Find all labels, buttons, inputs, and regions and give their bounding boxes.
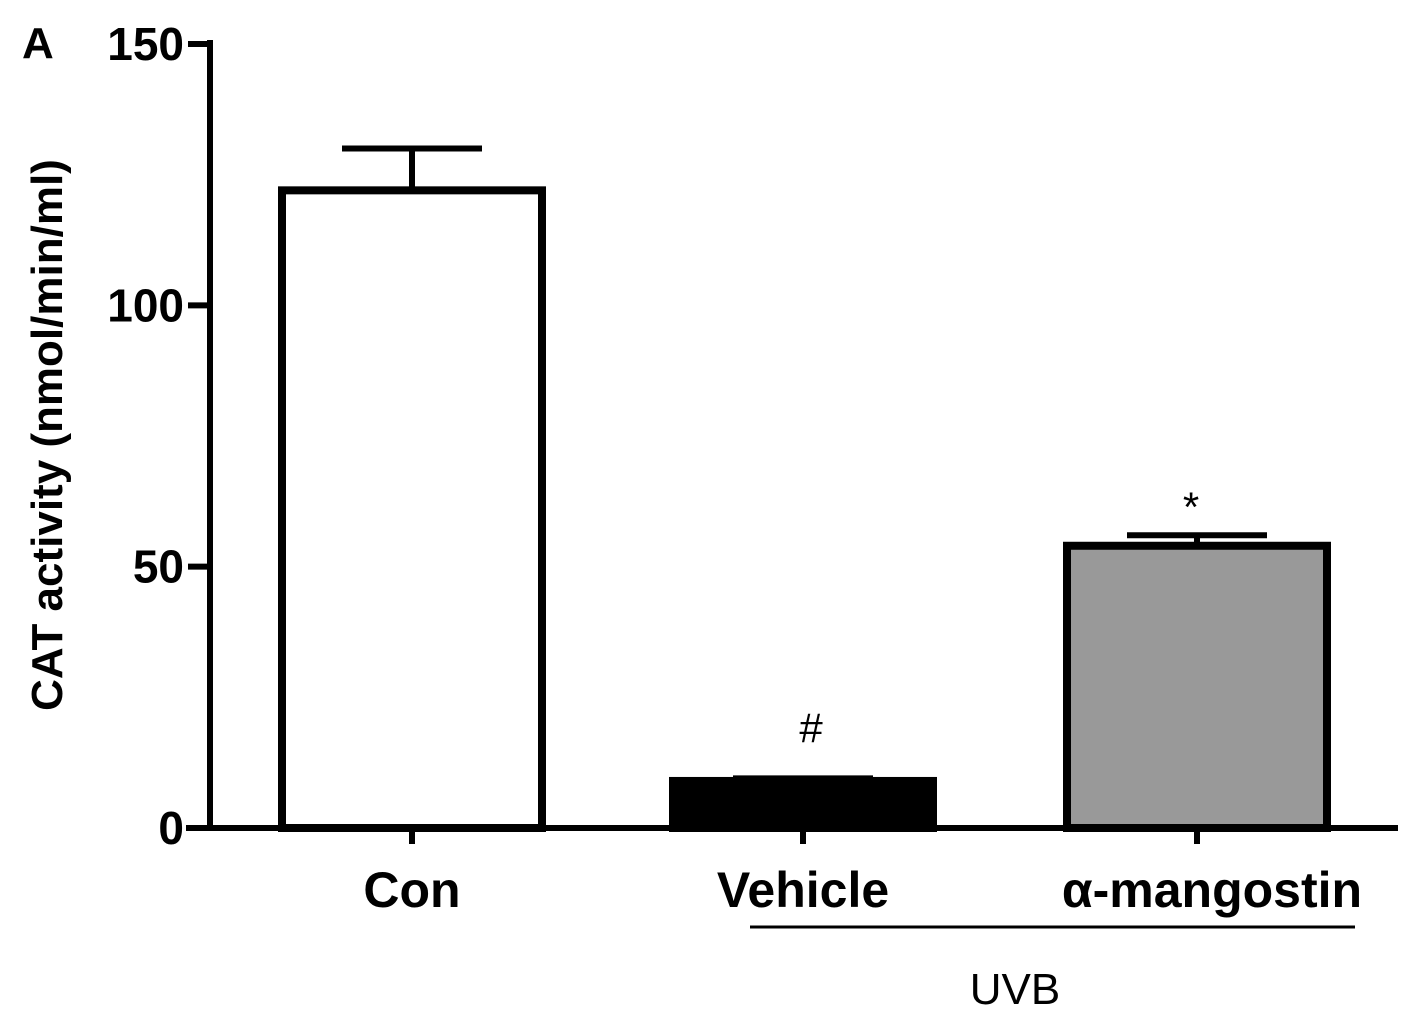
x-tick-label: Con xyxy=(363,862,460,918)
bar-1 xyxy=(669,776,937,833)
y-ticks: 0 50 100 150 xyxy=(107,18,210,854)
group-label: UVB xyxy=(970,965,1060,1014)
y-tick-label: 50 xyxy=(133,541,184,593)
y-axis-label: CAT activity (nmol/min/ml) xyxy=(23,159,72,711)
x-tick-label: Vehicle xyxy=(717,862,889,918)
panel-label: A xyxy=(22,19,54,68)
y-tick-label: 150 xyxy=(107,18,184,70)
significance-mark: * xyxy=(1183,483,1199,530)
y-tick-label: 100 xyxy=(107,279,184,331)
bar-0 xyxy=(278,186,546,832)
x-tick-label: α-mangostin xyxy=(1062,862,1362,918)
significance-mark: # xyxy=(799,704,823,751)
bars: #* xyxy=(278,145,1331,844)
y-tick-label: 0 xyxy=(158,802,184,854)
x-tick-labels: Con Vehicle α-mangostin xyxy=(363,862,1362,918)
bar-2 xyxy=(1063,541,1331,832)
